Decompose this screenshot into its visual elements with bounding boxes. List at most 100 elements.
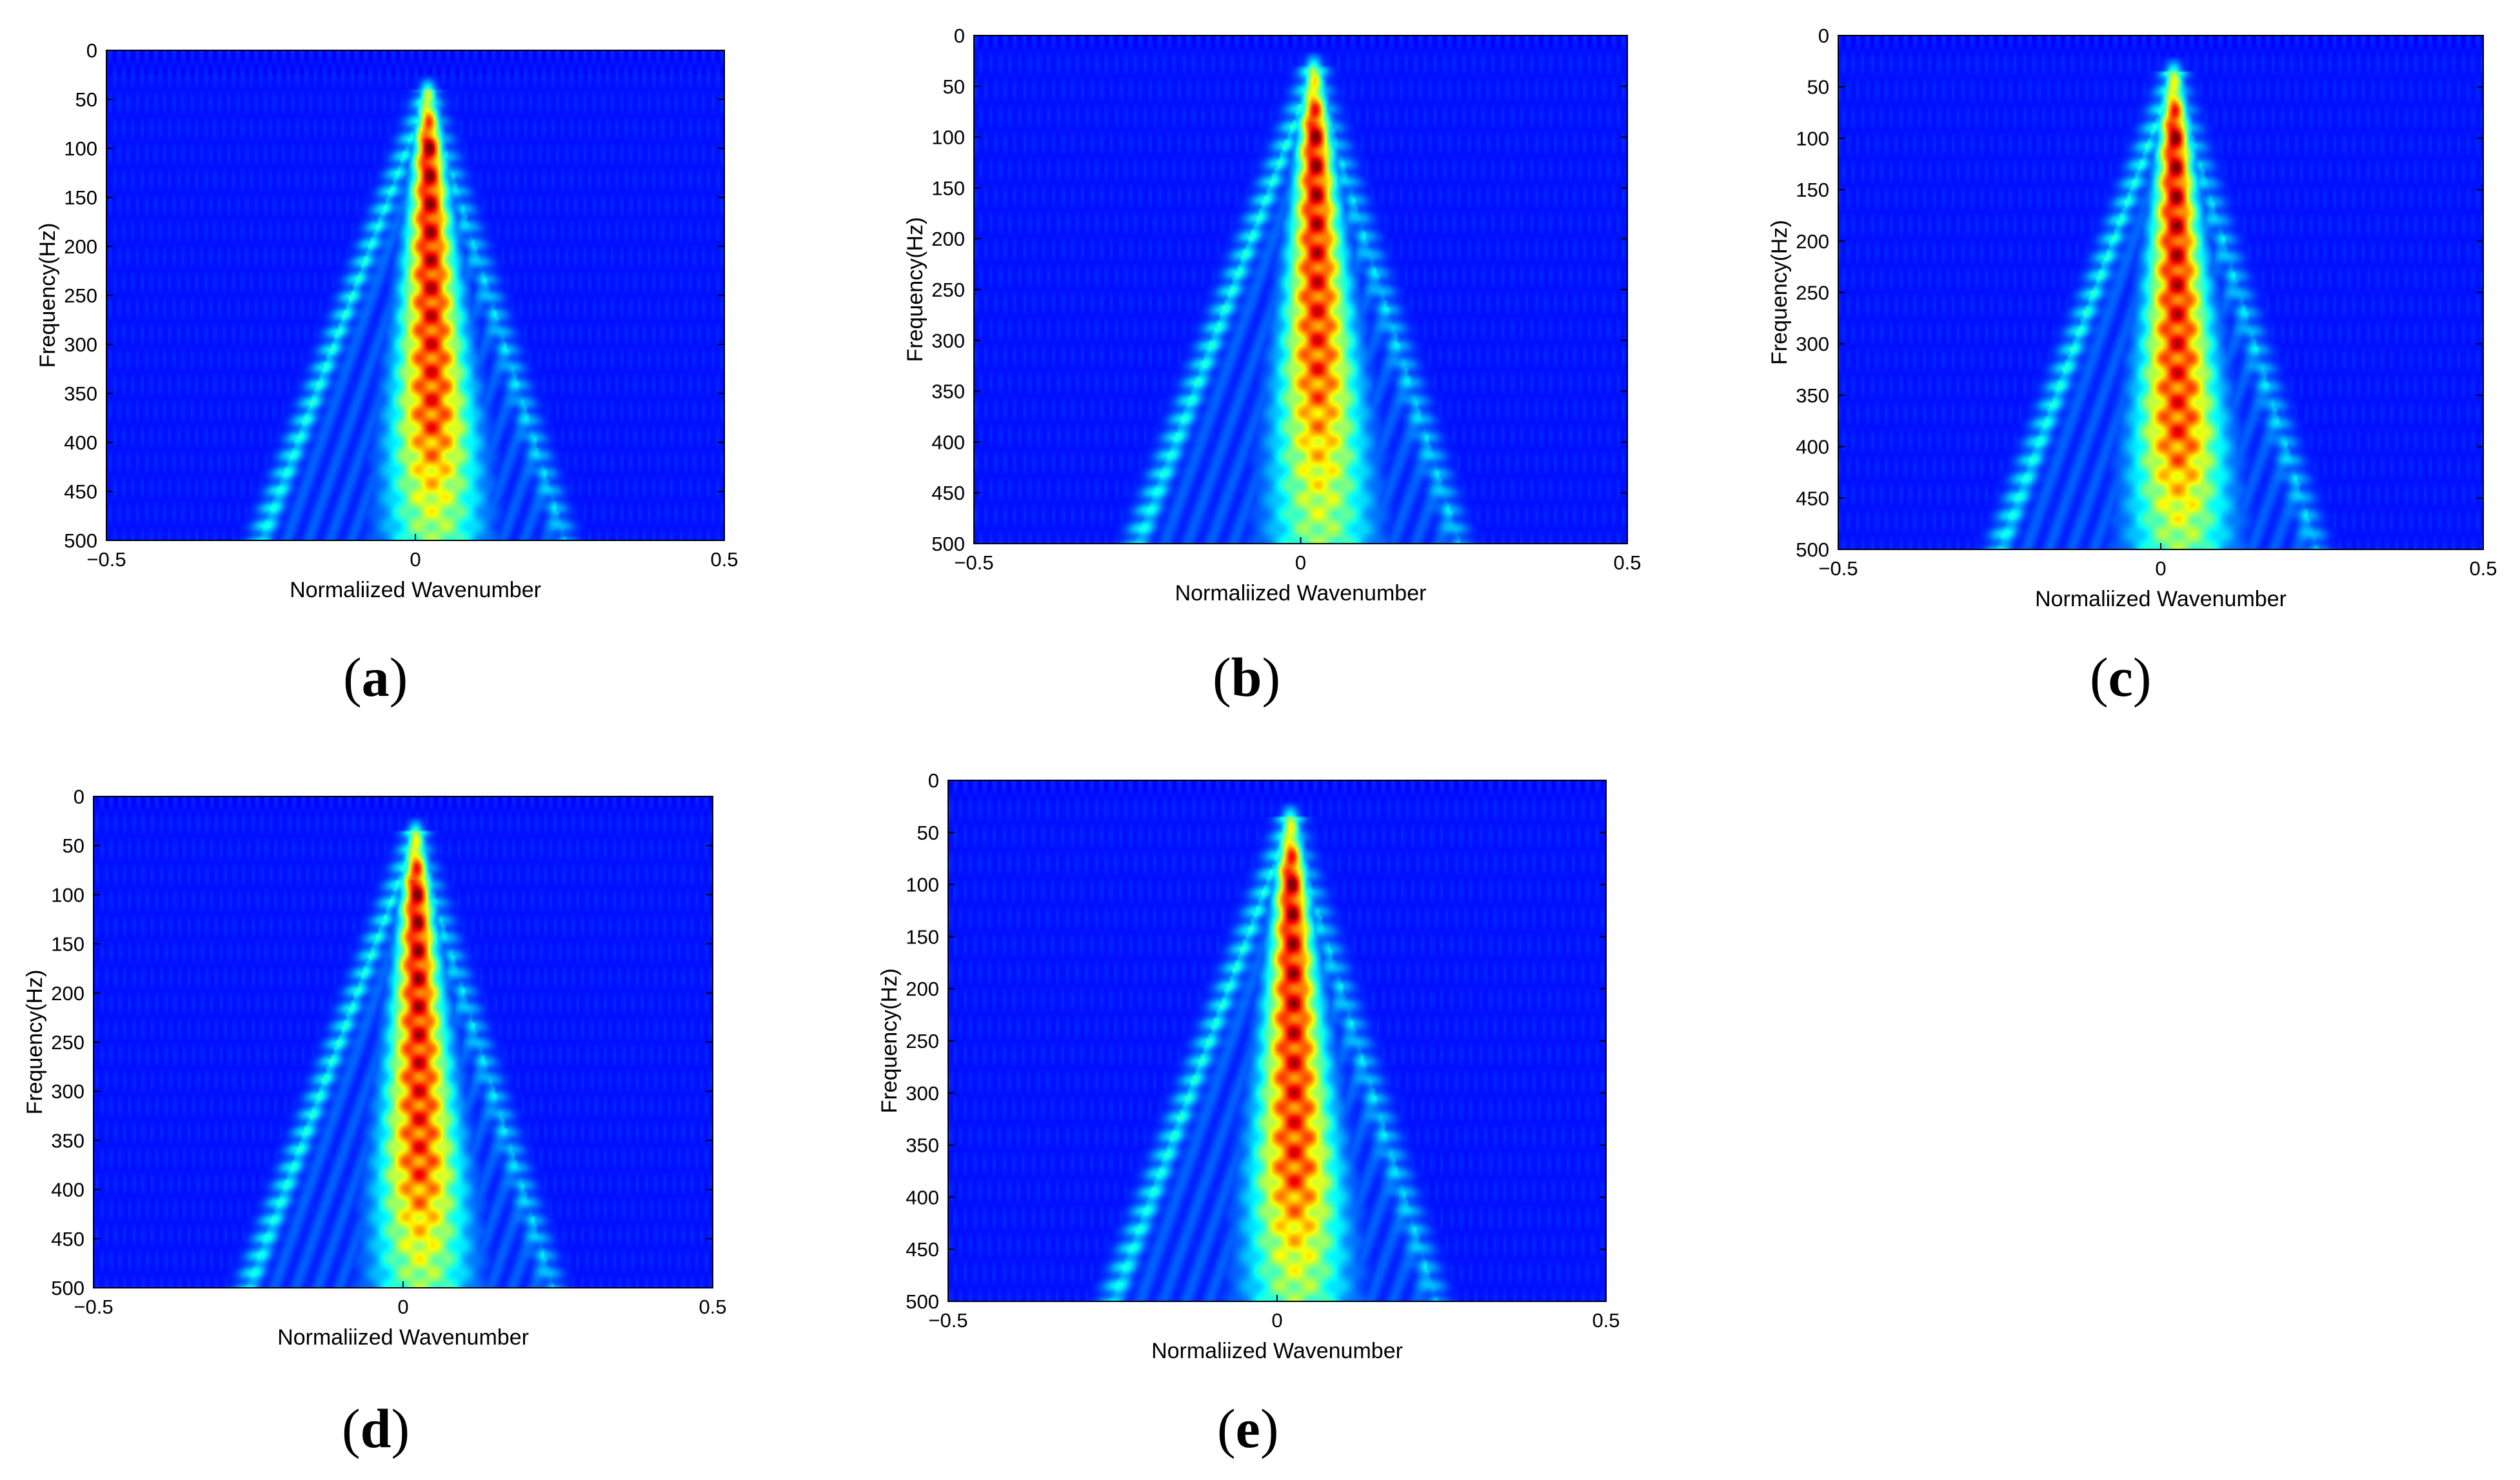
x-tick-label: 0.5 (2469, 557, 2497, 580)
y-tick-label: 500 (51, 1277, 84, 1299)
y-tick-label: 100 (1796, 127, 1829, 150)
y-tick-label: 200 (64, 235, 97, 258)
y-tick-label: 300 (1796, 333, 1829, 355)
y-tick-label: 100 (64, 137, 97, 160)
x-tick-label: −0.5 (1818, 557, 1858, 580)
x-tick-label: 0 (397, 1296, 408, 1318)
heatmap-b (974, 35, 1627, 544)
caption-d: (d) (342, 1397, 410, 1459)
y-tick-label: 250 (64, 284, 97, 307)
x-tick-label: 0 (2155, 557, 2166, 580)
y-tick-label: 250 (1796, 282, 1829, 304)
chart-d: 0 50 100 150 200 250 300 350 400 450 500−0.5 0 0.5 No… (23, 785, 727, 1350)
x-tick-label: 0.5 (1613, 551, 1641, 574)
heatmap-e (948, 780, 1606, 1301)
panel-e: 0 50 100 150 200 250 300 350 400 450 500 −0.5 0 0.5 No… (838, 742, 1677, 1480)
x-tick-label: 0.5 (699, 1296, 726, 1318)
y-tick-label: 350 (906, 1134, 939, 1157)
y-tick-label: 0 (74, 785, 84, 808)
y-tick-label: 150 (64, 186, 97, 209)
y-tick-label: 450 (931, 482, 965, 504)
y-tick-label: 500 (906, 1290, 939, 1313)
y-axis-label: Frequency(Hz) (1767, 220, 1792, 365)
y-axis-label: Frequency(Hz) (35, 223, 60, 368)
y-tick-label: 400 (64, 431, 97, 454)
y-axis-label: Frequency(Hz) (903, 217, 928, 362)
y-tick-label: 100 (51, 883, 84, 906)
y-tick-label: 200 (51, 982, 84, 1005)
y-tick-label: 450 (51, 1228, 84, 1250)
y-tick-label: 50 (1807, 76, 1829, 99)
caption-c: (c) (2090, 646, 2152, 708)
y-tick-label: 300 (906, 1082, 939, 1105)
caption-b: (b) (1213, 646, 1281, 708)
x-axis-label: Normaliized Wavenumber (290, 578, 541, 602)
heatmap-a (106, 50, 724, 540)
y-tick-label: 0 (928, 769, 939, 792)
y-tick-label: 0 (954, 25, 965, 47)
y-tick-label: 500 (1796, 538, 1829, 561)
y-tick-label: 50 (75, 88, 97, 111)
y-tick-label: 400 (906, 1186, 939, 1209)
x-axis-label: Normaliized Wavenumber (277, 1325, 529, 1350)
y-tick-label: 450 (1796, 487, 1829, 509)
y-tick-label: 400 (1796, 436, 1829, 459)
y-tick-label: 150 (51, 933, 84, 956)
y-tick-label: 300 (931, 330, 965, 352)
x-tick-label: −0.5 (928, 1309, 967, 1332)
x-tick-label: 0 (1295, 551, 1306, 574)
panel-b: 0 50 100 150 200 250 300 350 400 450 500 −0.5 0 0.5 No… (838, 0, 1677, 742)
y-tick-label: 400 (51, 1179, 84, 1201)
x-axis-label: Normaliized Wavenumber (2035, 587, 2287, 611)
y-tick-label: 400 (931, 431, 965, 453)
y-tick-label: 100 (906, 874, 939, 896)
x-tick-label: 0 (410, 548, 421, 571)
x-tick-label: 0.5 (710, 548, 738, 571)
y-tick-label: 350 (51, 1129, 84, 1152)
y-tick-label: 450 (64, 480, 97, 503)
chart-c: 0 50 100 150 200 250 300 350 400 450 500−0.5 0 0.5 No… (1767, 25, 2497, 611)
chart-a: 0 50 100 150 200 250 300 350 400 450 500−0.5 0 0.5 No… (35, 39, 739, 602)
y-tick-label: 200 (1796, 230, 1829, 253)
x-tick-label: 0.5 (1592, 1309, 1620, 1332)
heatmap-c (1838, 35, 2483, 549)
y-tick-label: 50 (943, 75, 965, 98)
x-tick-label: −0.5 (954, 551, 993, 574)
y-tick-label: 150 (931, 177, 965, 199)
y-tick-label: 200 (931, 228, 965, 250)
y-tick-label: 250 (51, 1031, 84, 1054)
y-tick-label: 350 (1796, 384, 1829, 407)
x-tick-label: −0.5 (86, 548, 126, 571)
chart-b: 0 50 100 150 200 250 300 350 400 450 500−0.5 0 0.5 No… (903, 25, 1642, 606)
y-tick-label: 50 (63, 834, 84, 857)
caption-e: (e) (1217, 1397, 1279, 1459)
y-axis-label: Frequency(Hz) (23, 970, 47, 1115)
y-tick-label: 450 (906, 1238, 939, 1261)
caption-a: (a) (343, 646, 408, 708)
y-tick-label: 150 (906, 925, 939, 948)
y-tick-label: 0 (1818, 25, 1829, 47)
y-tick-label: 200 (906, 978, 939, 1000)
panel-a: 0 50 100 150 200 250 300 350 400 450 500 −0.5 0 0.5 No… (0, 0, 838, 742)
panel-d: 0 50 100 150 200 250 300 350 400 450 500 −0.5 0 0.5 No… (0, 742, 838, 1480)
x-tick-label: −0.5 (74, 1296, 113, 1318)
y-tick-label: 350 (64, 382, 97, 405)
y-tick-label: 300 (64, 333, 97, 356)
y-axis-label: Frequency(Hz) (877, 969, 902, 1114)
heatmap-d (94, 796, 713, 1288)
chart-e: 0 50 100 150 200 250 300 350 400 450 500−0.5 0 0.5 No… (877, 769, 1620, 1363)
x-axis-label: Normaliized Wavenumber (1151, 1339, 1403, 1363)
y-tick-label: 100 (931, 126, 965, 149)
y-tick-label: 0 (86, 39, 97, 62)
x-tick-label: 0 (1271, 1309, 1282, 1332)
y-tick-label: 250 (906, 1030, 939, 1052)
y-tick-label: 50 (917, 822, 939, 844)
y-tick-label: 150 (1796, 179, 1829, 201)
y-tick-label: 500 (64, 529, 97, 552)
y-tick-label: 350 (931, 380, 965, 403)
y-tick-label: 250 (931, 279, 965, 301)
y-tick-label: 300 (51, 1080, 84, 1103)
panel-c: 0 50 100 150 200 250 300 350 400 450 500 −0.5 0 0.5 No… (1677, 0, 2520, 742)
x-axis-label: Normaliized Wavenumber (1175, 581, 1427, 606)
y-tick-label: 500 (931, 533, 965, 555)
